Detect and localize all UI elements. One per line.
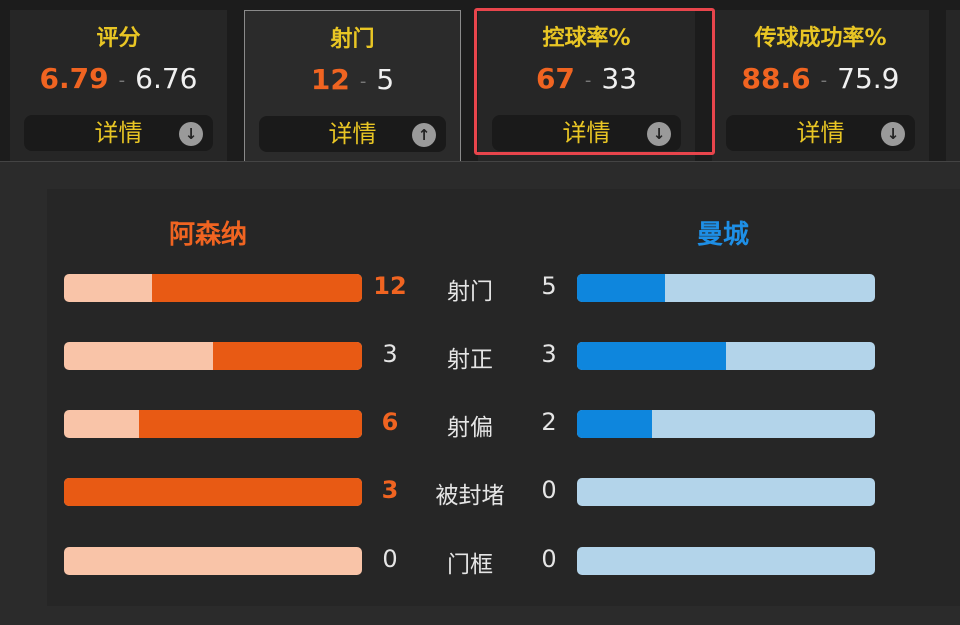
away-bar-fill bbox=[577, 274, 665, 302]
away-stat: 0 bbox=[541, 545, 557, 573]
away-bar bbox=[577, 410, 875, 438]
home-bar bbox=[64, 410, 362, 438]
tab-title: 评分 bbox=[96, 26, 141, 51]
home-stat: 0 bbox=[382, 545, 398, 573]
tab-more[interactable] bbox=[946, 10, 960, 161]
home-stat: 6 bbox=[381, 408, 399, 436]
tab-title: 传球成功率% bbox=[754, 26, 887, 51]
arrow-down-icon: ↓ bbox=[881, 122, 905, 146]
away-value: 33 bbox=[601, 62, 638, 95]
away-stat: 3 bbox=[541, 340, 557, 368]
home-bar bbox=[64, 478, 362, 506]
separator: - bbox=[820, 69, 828, 91]
home-bar bbox=[64, 342, 362, 370]
separator: - bbox=[118, 69, 126, 91]
stat-row: 3 被封堵 0 bbox=[47, 476, 960, 509]
home-value: 6.79 bbox=[39, 62, 109, 95]
away-value: 75.9 bbox=[837, 62, 900, 95]
arrow-down-icon: ↓ bbox=[647, 122, 671, 146]
detail-panel: 阿森纳 曼城 12 射门 5 3 射正 3 6 射偏 2 3 被封堵 0 0 门… bbox=[0, 161, 960, 625]
away-bar-fill bbox=[577, 410, 652, 438]
home-bar-fill bbox=[138, 410, 362, 438]
highlight-box bbox=[474, 8, 715, 155]
home-stat: 3 bbox=[381, 476, 399, 504]
separator: - bbox=[584, 69, 592, 91]
away-stat: 2 bbox=[541, 408, 557, 436]
shots-detail: 阿森纳 曼城 12 射门 5 3 射正 3 6 射偏 2 3 被封堵 0 0 门… bbox=[47, 189, 960, 606]
stat-label: 被封堵 bbox=[435, 483, 505, 509]
stat-label: 门框 bbox=[447, 552, 493, 578]
tab-values: 6.79-6.76 bbox=[10, 62, 227, 98]
stat-label: 射正 bbox=[447, 347, 493, 373]
home-bar-fill bbox=[151, 274, 362, 302]
away-team-name: 曼城 bbox=[697, 220, 750, 250]
detail-label: 详情 bbox=[562, 119, 611, 147]
home-bar bbox=[64, 547, 362, 575]
tab-values: 67-33 bbox=[478, 62, 695, 98]
tab-values: 12-5 bbox=[245, 63, 460, 99]
home-bar bbox=[64, 274, 362, 302]
tab-3[interactable]: 传球成功率% 88.6-75.9 详情 ↓ bbox=[712, 10, 929, 161]
home-value: 12 bbox=[310, 63, 350, 96]
away-bar bbox=[577, 342, 875, 370]
home-value: 67 bbox=[535, 62, 575, 95]
detail-label: 详情 bbox=[328, 120, 377, 148]
separator: - bbox=[359, 70, 367, 92]
away-stat: 5 bbox=[541, 272, 557, 300]
tab-title: 射门 bbox=[330, 27, 375, 52]
away-bar bbox=[577, 547, 875, 575]
arrow-up-icon: ↑ bbox=[412, 123, 436, 147]
stat-label: 射门 bbox=[447, 279, 493, 305]
tab-0[interactable]: 评分 6.79-6.76 详情 ↓ bbox=[10, 10, 227, 161]
home-stat: 12 bbox=[373, 272, 407, 300]
detail-label: 详情 bbox=[94, 119, 143, 147]
home-team-name: 阿森纳 bbox=[169, 220, 248, 250]
stat-row: 12 射门 5 bbox=[47, 272, 960, 305]
away-stat: 0 bbox=[541, 476, 557, 504]
tab-1[interactable]: 射门 12-5 详情 ↑ bbox=[244, 10, 461, 162]
home-bar-fill bbox=[213, 342, 362, 370]
stat-label: 射偏 bbox=[447, 415, 493, 441]
detail-button[interactable]: 详情 ↓ bbox=[24, 115, 213, 151]
detail-button[interactable]: 详情 ↓ bbox=[492, 115, 681, 151]
home-bar-fill bbox=[64, 478, 362, 506]
tab-2[interactable]: 控球率% 67-33 详情 ↓ bbox=[478, 10, 695, 161]
tab-values: 88.6-75.9 bbox=[712, 62, 929, 98]
detail-button[interactable]: 详情 ↓ bbox=[726, 115, 915, 151]
stat-row: 6 射偏 2 bbox=[47, 408, 960, 441]
stat-row: 3 射正 3 bbox=[47, 340, 960, 373]
away-bar-fill bbox=[577, 342, 726, 370]
detail-label: 详情 bbox=[796, 119, 845, 147]
away-bar bbox=[577, 478, 875, 506]
stat-row: 0 门框 0 bbox=[47, 545, 960, 578]
home-stat: 3 bbox=[382, 340, 398, 368]
away-bar bbox=[577, 274, 875, 302]
home-value: 88.6 bbox=[741, 62, 811, 95]
away-value: 6.76 bbox=[135, 62, 198, 95]
arrow-down-icon: ↓ bbox=[179, 122, 203, 146]
detail-button[interactable]: 详情 ↑ bbox=[259, 116, 446, 152]
away-value: 5 bbox=[376, 63, 395, 96]
tab-title: 控球率% bbox=[542, 26, 631, 51]
